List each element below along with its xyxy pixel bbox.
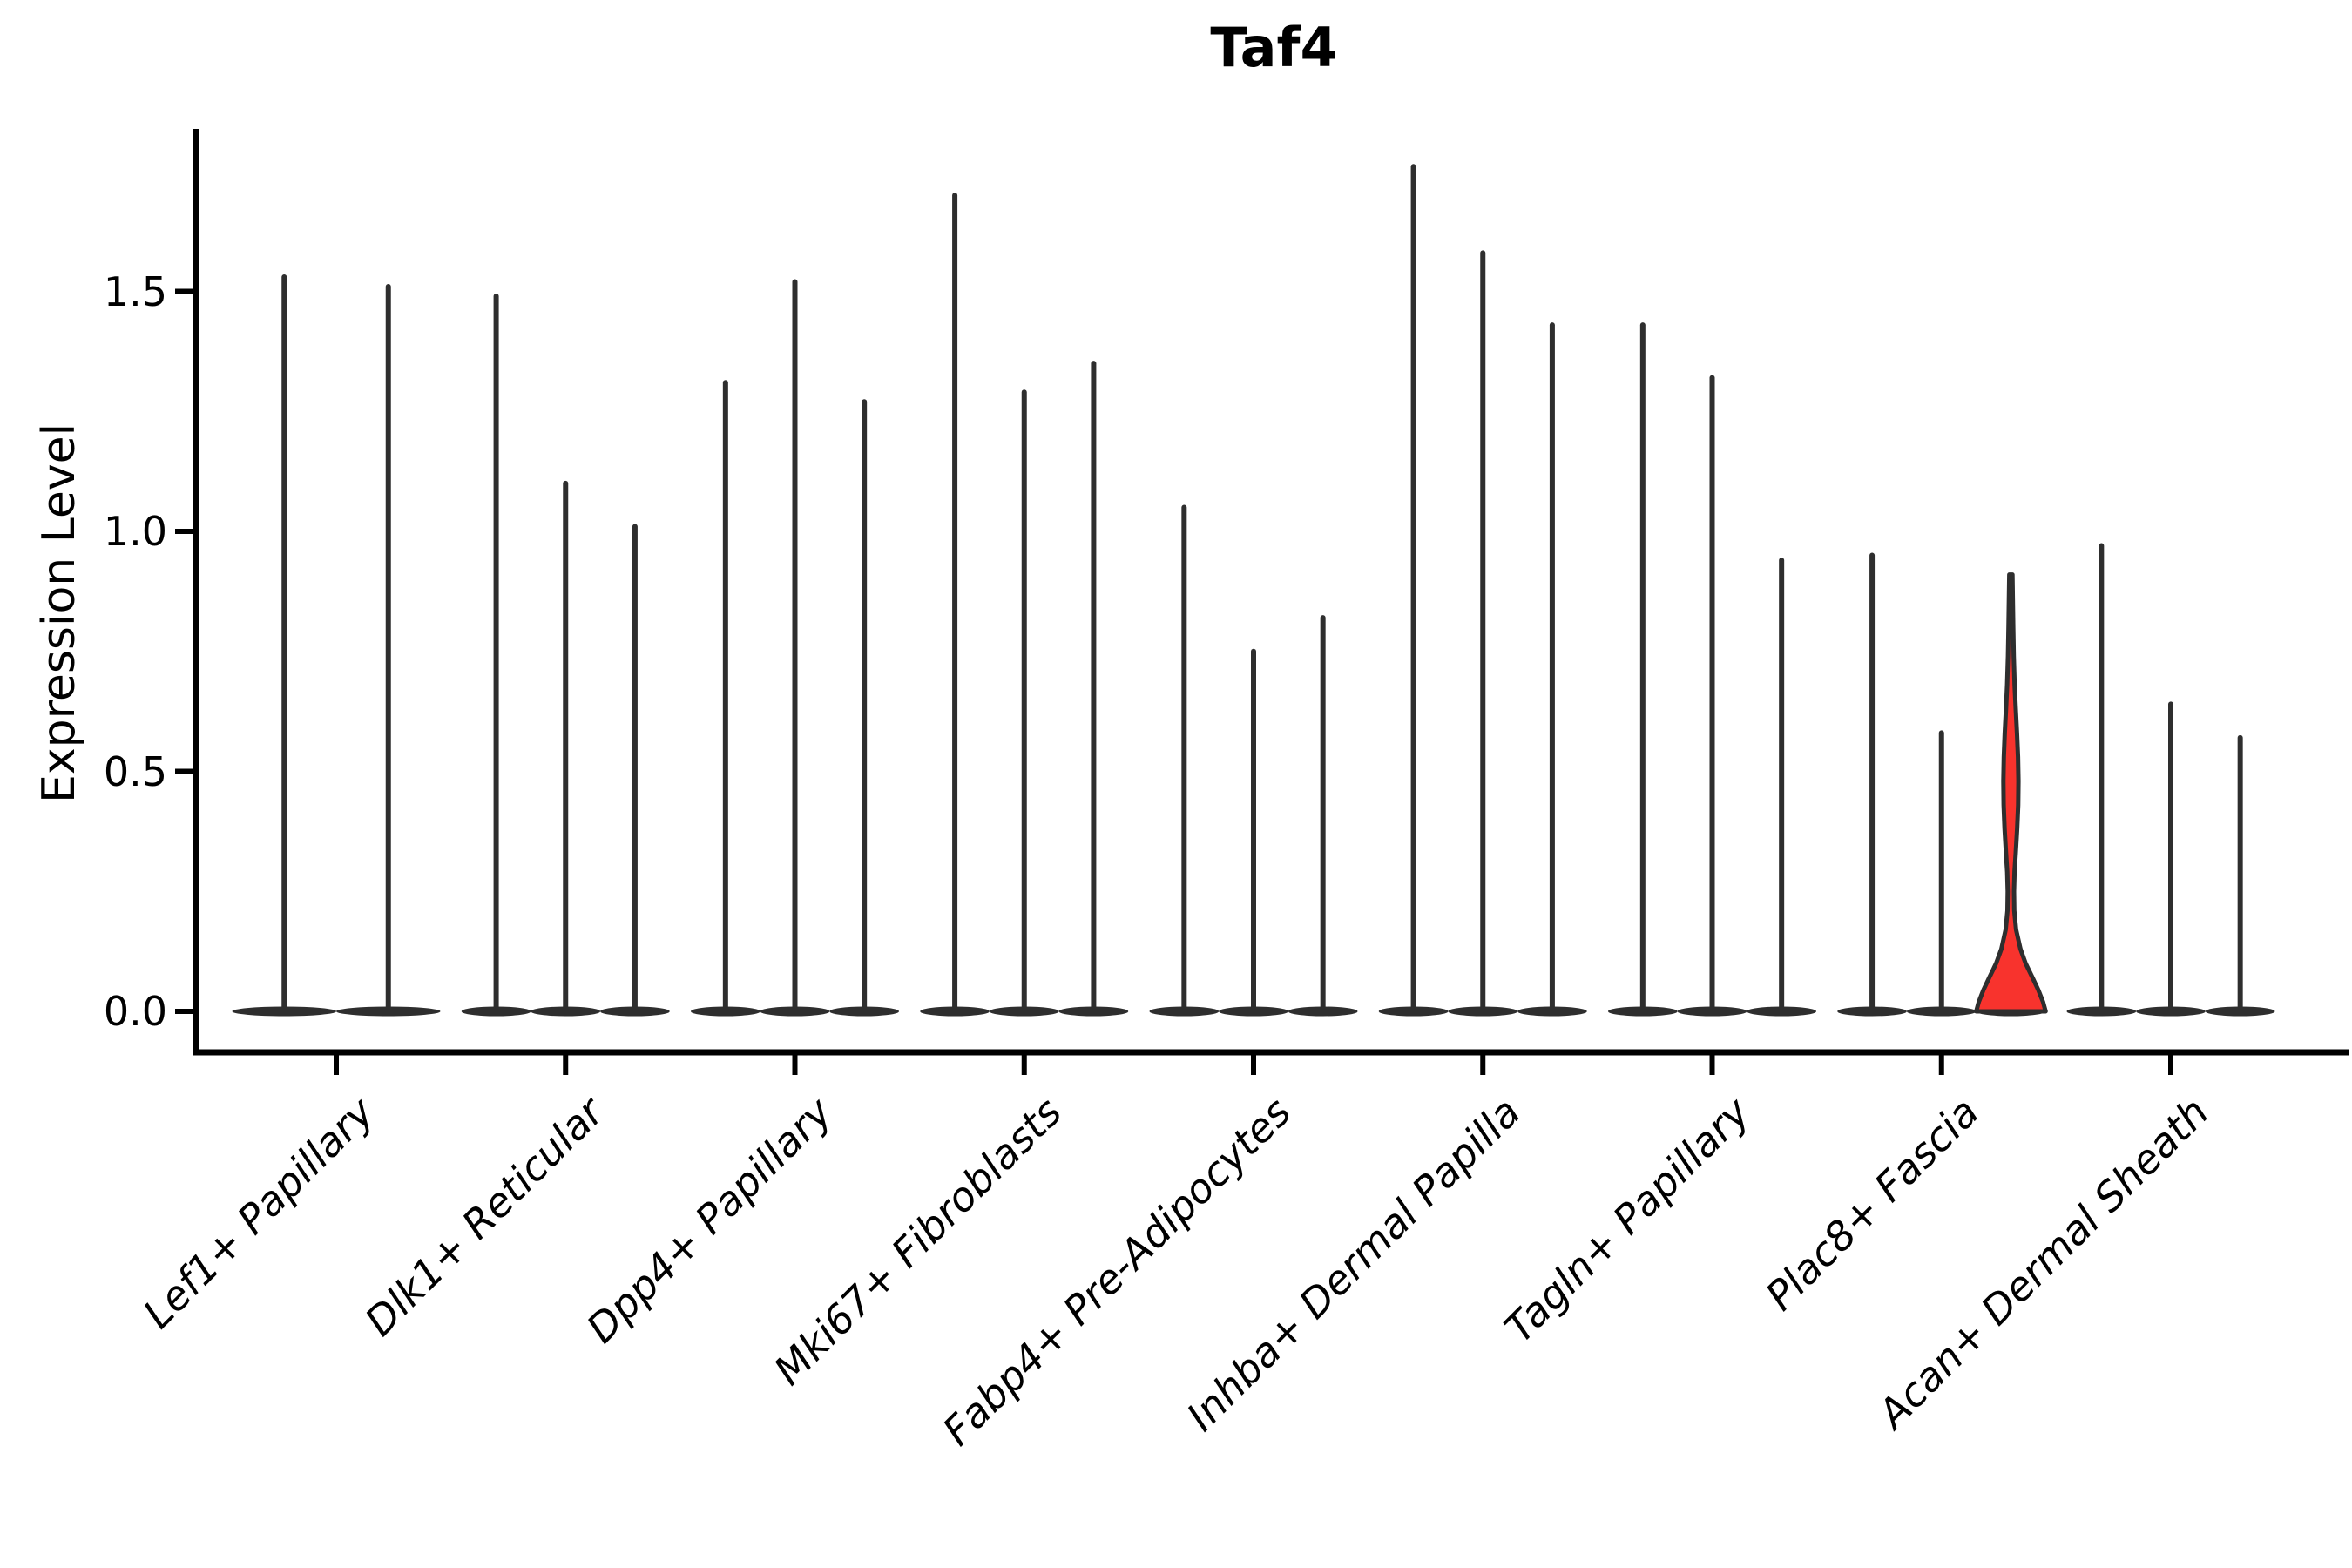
y-tick-label: 0.0 bbox=[103, 988, 167, 1035]
chart-title: Taf4 bbox=[1210, 16, 1338, 79]
y-tick-label: 1.0 bbox=[103, 508, 167, 555]
y-tick-label: 0.5 bbox=[103, 747, 167, 795]
highlighted-violin bbox=[1974, 572, 2048, 1014]
y-tick-label: 1.5 bbox=[103, 267, 167, 315]
